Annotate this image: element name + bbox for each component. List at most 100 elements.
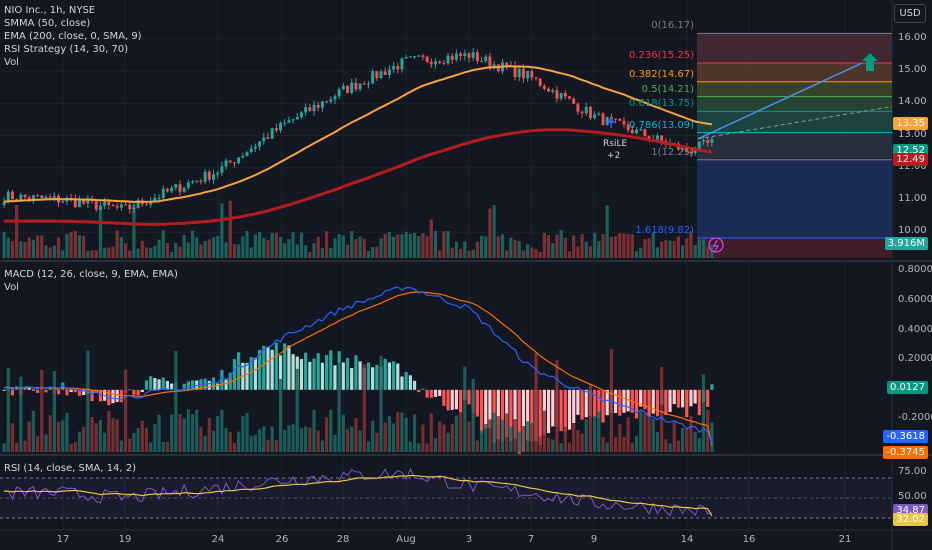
volume-bar (48, 415, 52, 452)
candle-body (279, 122, 282, 131)
candle-body (341, 86, 345, 90)
macd-histogram-bar (115, 389, 119, 402)
macd-histogram-bar (262, 345, 266, 390)
volume-bar (467, 421, 471, 452)
volume-bar (701, 374, 706, 452)
macd-histogram-bar (576, 389, 580, 415)
time-axis-tick: 28 (336, 534, 350, 545)
volume-bar (572, 235, 576, 258)
macd-histogram-bar (429, 389, 433, 398)
volume-bar (421, 424, 425, 452)
macd-histogram-bar (119, 389, 123, 403)
volume-bar (429, 219, 433, 258)
volume-bar (605, 442, 609, 452)
macd-histogram-bar (597, 389, 601, 418)
volume-bar (333, 238, 337, 258)
macd-histogram-bar (170, 383, 174, 390)
candle-body (647, 136, 651, 140)
fib-zone (697, 238, 892, 258)
signal-up-arrow-icon (607, 117, 615, 123)
candle-body (379, 71, 383, 79)
volume-bar (40, 235, 44, 258)
volume-bar (304, 426, 308, 452)
volume-bar (144, 247, 149, 258)
candle-body (174, 184, 178, 188)
macd-histogram-bar (144, 380, 149, 390)
macd-histogram-bar (56, 389, 61, 395)
currency-button[interactable]: USD (894, 4, 926, 23)
volume-bar (253, 434, 257, 452)
candle-body (555, 90, 559, 99)
macd-vol-legend[interactable]: Vol (4, 282, 19, 293)
volume-bar (417, 236, 421, 258)
volume-bar (643, 413, 647, 452)
time-axis-tick: 9 (590, 534, 598, 545)
macd-volume-bars (2, 349, 714, 452)
projection-line (697, 62, 863, 140)
projection-dashed-line (697, 106, 893, 140)
volume-bar (492, 205, 496, 258)
macd-legend[interactable]: MACD (12, 26, close, 9, EMA, EMA) (4, 269, 178, 280)
volume-bar (77, 235, 82, 258)
macd-histogram-bar (31, 389, 36, 391)
volume-bar (308, 251, 312, 258)
volume-bar (304, 245, 308, 258)
volume-bar (278, 236, 283, 258)
volume-bar (404, 417, 408, 452)
macd-histogram-bar (278, 355, 283, 390)
macd-histogram-bar (572, 389, 576, 423)
macd-histogram-bar (496, 389, 500, 440)
time-axis-tick: 7 (527, 534, 535, 545)
volume-bar (199, 244, 203, 258)
volume-bar (521, 425, 526, 452)
volume-bar (107, 247, 111, 258)
volume-bar (689, 416, 693, 452)
volume-bar (647, 417, 651, 452)
volume-bar (526, 244, 530, 258)
volume-bar (459, 248, 463, 258)
candle-body (128, 204, 132, 210)
volume-bar (61, 420, 65, 452)
candle-body (568, 96, 571, 99)
macd-histogram-bar (580, 389, 584, 420)
vol-legend[interactable]: Vol (4, 57, 19, 68)
macd-histogram-bar (90, 389, 94, 402)
volume-bar (132, 204, 136, 258)
candle-body (396, 66, 400, 70)
volume-bar (295, 368, 299, 452)
volume-bar (484, 236, 488, 258)
rsi-strategy-legend[interactable]: RSI Strategy (14, 30, 70) (4, 44, 129, 55)
fib-zone (697, 111, 892, 133)
macd-histogram-bar (513, 389, 517, 439)
volume-bar (207, 239, 211, 258)
volume-bar (593, 416, 597, 452)
candle-body (203, 171, 207, 182)
volume-bar (274, 232, 278, 258)
volume-bar (249, 435, 253, 452)
volume-bar (44, 245, 48, 258)
macd-histogram-bar (132, 389, 136, 395)
candle-body (274, 128, 278, 131)
volume-bar (115, 419, 119, 452)
candle-body (178, 184, 182, 192)
ema-legend[interactable]: EMA (200, close, 0, SMA, 9) (4, 31, 142, 42)
macd-histogram-bar (676, 389, 680, 408)
candle-body (165, 188, 169, 192)
volume-bar (601, 233, 605, 258)
candle-body (387, 69, 391, 76)
candle-body (392, 66, 396, 70)
symbol-title[interactable]: NIO Inc., 1h, NYSE (4, 5, 96, 16)
volume-bar (161, 230, 165, 258)
macd-histogram-bar (237, 352, 241, 390)
macd-line (3, 286, 713, 444)
rsi-legend[interactable]: RSI (14, close, SMA, 14, 2) (4, 463, 137, 474)
fib-level-label: 0.786(13.09) (628, 119, 694, 131)
volume-bar (613, 437, 618, 452)
macd-histogram-bar (36, 389, 40, 393)
macd-histogram-bar (626, 389, 630, 412)
smma-legend[interactable]: SMMA (50, close) (4, 18, 91, 29)
volume-bar (588, 383, 593, 452)
volume-bar (132, 432, 136, 452)
macd-histogram-bar (538, 389, 542, 445)
